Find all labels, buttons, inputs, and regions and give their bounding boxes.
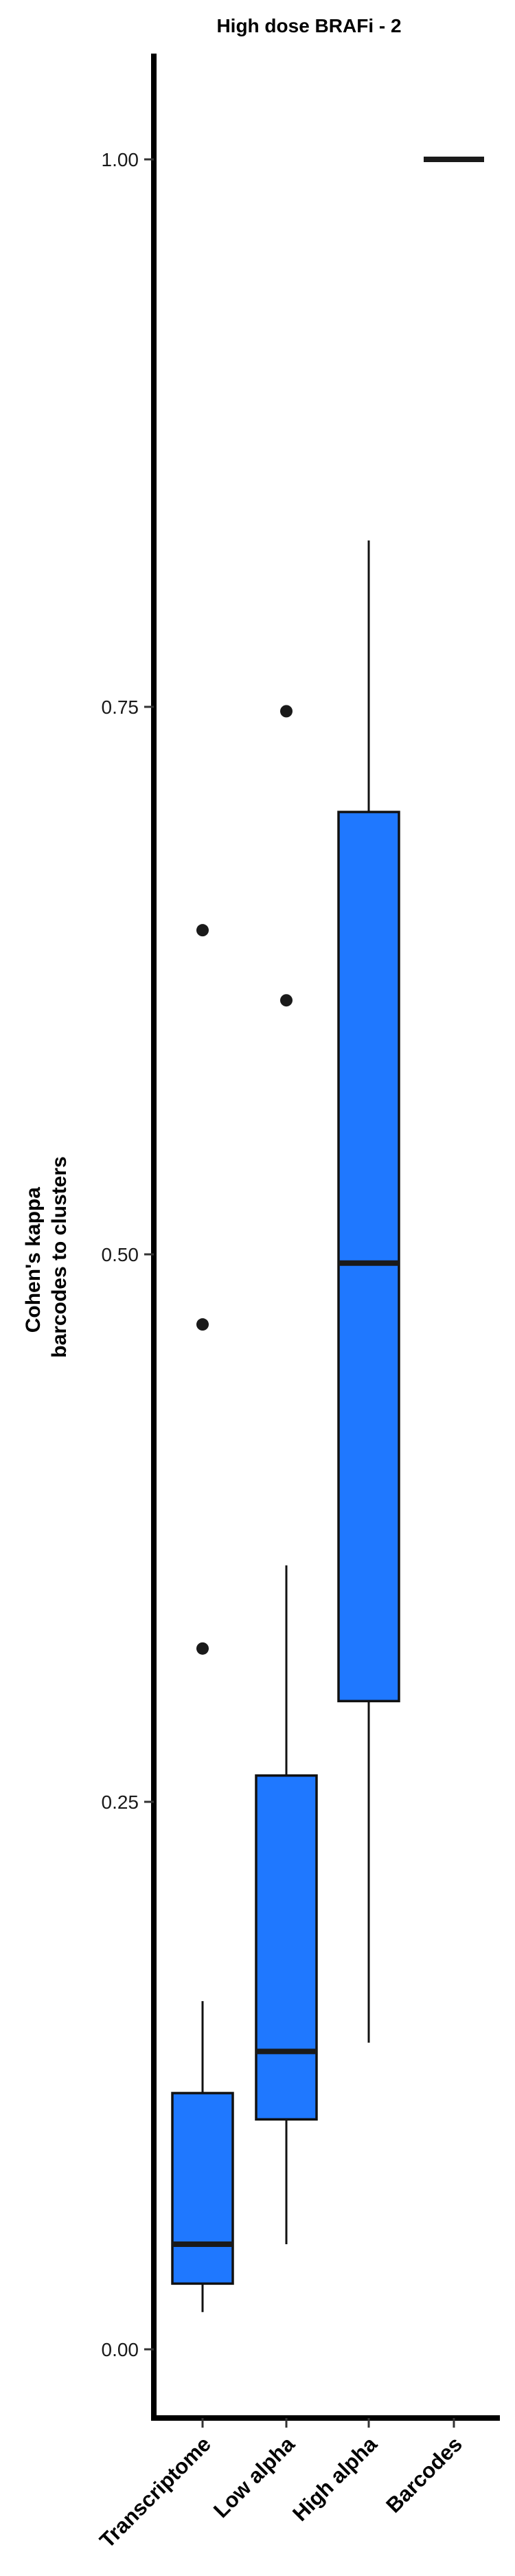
box-iqr: [255, 1774, 318, 2121]
x-tick-label: Low alpha: [209, 2432, 299, 2522]
box-iqr: [337, 811, 400, 1703]
y-tick-label: 0.50: [102, 1244, 139, 1265]
outlier-point: [280, 705, 293, 718]
x-tick-label: Transcriptome: [95, 2432, 216, 2553]
outlier-point: [196, 1642, 209, 1655]
chart-title: High dose BRAFi - 2: [216, 15, 401, 36]
box-iqr: [171, 2092, 234, 2285]
y-axis-label-line-2: barcodes to clusters: [48, 1156, 71, 1357]
y-tick-label: 1.00: [102, 149, 139, 170]
y-tick-label: 0.25: [102, 1792, 139, 1813]
x-tick-label: High alpha: [288, 2432, 382, 2526]
y-axis-label: Cohen's kappa barcodes to clusters: [22, 1156, 71, 1357]
y-tick-label: 0.00: [102, 2339, 139, 2360]
outlier-point: [196, 1318, 209, 1331]
x-tick-label: Barcodes: [381, 2432, 467, 2518]
outlier-point: [280, 994, 293, 1007]
y-tick-label: 0.75: [102, 697, 139, 718]
y-axis-label-line-1: Cohen's kappa: [22, 1187, 45, 1333]
outlier-point: [196, 924, 209, 937]
